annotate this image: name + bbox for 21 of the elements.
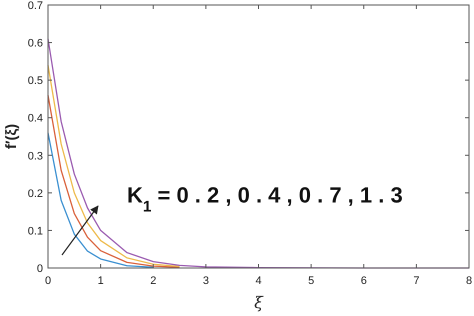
y-tick-label: 0.3 [28, 150, 43, 162]
x-tick-label: 1 [98, 275, 104, 287]
y-axis-title: f′(ξ) [3, 124, 20, 150]
y-tick-label: 0.6 [28, 38, 43, 50]
line-series [47, 132, 154, 268]
x-tick-label: 6 [360, 275, 367, 287]
annotation: K$_{1}$ = 0 . 2 , 0 . 4 , 0 . 7 , 1 . 3 [126, 182, 403, 215]
x-axis-title: ξ [254, 293, 264, 312]
x-tick-label: 3 [202, 275, 209, 287]
x-tick-label: 7 [413, 275, 420, 287]
y-tick-label: 0.1 [28, 225, 43, 238]
y-tick-label: 0.4 [28, 112, 43, 125]
x-tick-label: 0 [44, 275, 52, 287]
y-tick-label: 0.2 [28, 188, 43, 200]
y-tick-label: 0.7 [28, 0, 43, 12]
x-tick-label: 8 [466, 275, 472, 287]
y-tick-label: 0 [36, 263, 43, 275]
y-tick-label: 0.5 [28, 75, 43, 88]
x-tick-label: 5 [308, 275, 314, 287]
x-tick-label: 2 [150, 275, 156, 287]
x-tick-label: 4 [255, 275, 262, 287]
